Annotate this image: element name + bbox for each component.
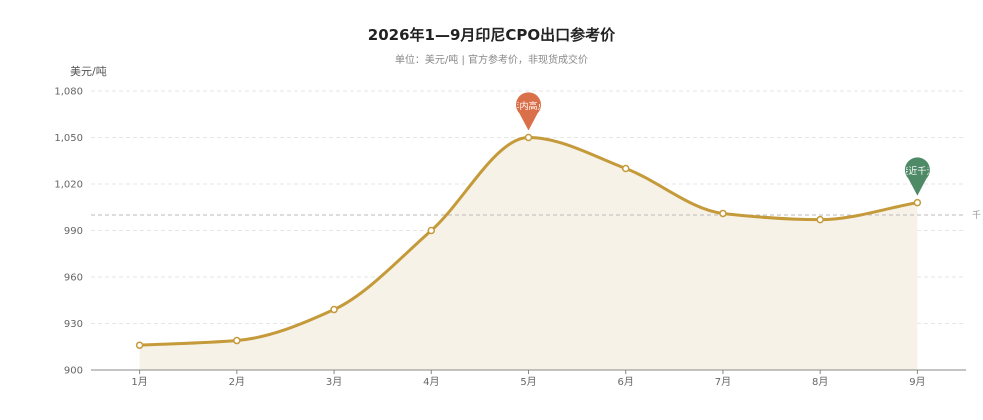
data-point [135, 341, 144, 349]
pin-shape [904, 157, 930, 196]
y-tick-label: 990 [64, 226, 83, 237]
data-point [913, 198, 922, 207]
y-tick-label: 900 [64, 366, 83, 377]
data-point [330, 305, 338, 314]
annotation-pin: 接近千元 [899, 157, 935, 196]
pin-shape [516, 92, 541, 131]
data-point [816, 215, 824, 224]
series-area [139, 137, 918, 370]
x-tick-label: 5月 [520, 376, 536, 388]
x-tick-label: 2月 [229, 376, 245, 388]
y-tick-label: 930 [64, 319, 83, 330]
x-tick-label: 7月 [715, 376, 731, 388]
chart-title: 2026年1—9月印尼CPO出口参考价 [367, 26, 616, 44]
x-tick-label: 1月 [131, 376, 147, 388]
y-tick-label: 1,080 [54, 87, 83, 98]
data-point [524, 133, 533, 142]
data-point [427, 226, 436, 235]
annotation-pin: 年内高点 [510, 92, 546, 131]
data-point [719, 209, 727, 218]
x-tick-label: 3月 [326, 376, 342, 388]
pin-label: 接近千元 [899, 165, 935, 177]
y-axis-label: 美元/吨 [70, 65, 107, 78]
pin-label: 年内高点 [510, 100, 546, 112]
chart-subtitle: 单位：美元/吨 | 官方参考价，非现货成交价 [394, 55, 589, 66]
x-tick-label: 8月 [812, 376, 828, 388]
series-line [138, 136, 919, 347]
data-point [621, 164, 630, 173]
reference-line-label: 千 [972, 210, 981, 221]
y-tick-label: 1,020 [54, 180, 83, 191]
x-tick-label: 6月 [618, 376, 634, 388]
x-tick-label: 4月 [423, 376, 439, 388]
y-tick-label: 1,050 [54, 133, 83, 144]
data-point [233, 336, 241, 345]
x-tick-label: 9月 [909, 376, 925, 388]
y-tick-label: 960 [64, 273, 83, 284]
